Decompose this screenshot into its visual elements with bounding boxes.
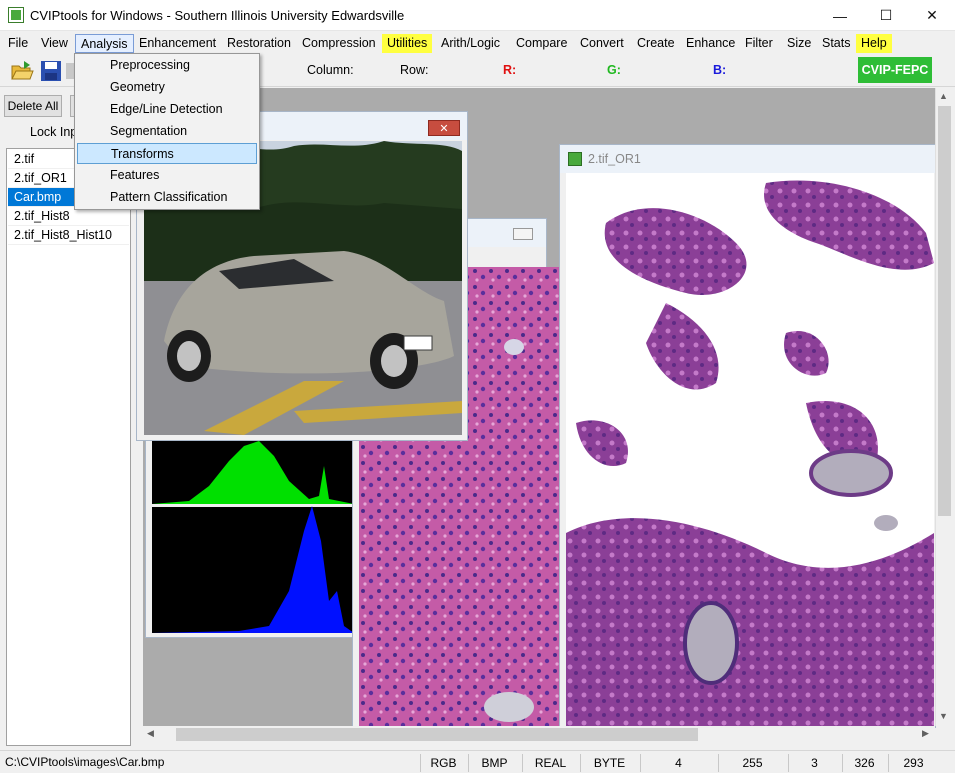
scroll-left-icon[interactable]: ◀ [147, 728, 154, 739]
menu-view[interactable]: View [36, 34, 73, 53]
menu-compression[interactable]: Compression [297, 34, 381, 53]
status-value-4: 326 [842, 754, 886, 772]
save-icon[interactable] [39, 59, 63, 83]
status-value-3: 3 [788, 754, 840, 772]
or1-image [566, 173, 934, 728]
scroll-right-icon[interactable]: ▶ [922, 728, 929, 739]
horizontal-scroll-thumb[interactable] [176, 728, 698, 741]
histogram-window[interactable] [145, 440, 355, 638]
menu-utilities[interactable]: Utilities [382, 34, 432, 53]
menu-convert[interactable]: Convert [575, 34, 629, 53]
title-bar: CVIPtools for Windows - Southern Illinoi… [0, 0, 955, 31]
minimize-button[interactable]: — [817, 0, 863, 31]
menu-enhancement[interactable]: Enhancement [134, 34, 221, 53]
or1-window-titlebar[interactable]: 2.tif_OR1 [560, 145, 935, 173]
menu-analysis[interactable]: Analysis [75, 34, 134, 53]
status-path: C:\CVIPtools\images\Car.bmp [5, 755, 164, 769]
scroll-down-icon[interactable]: ▼ [939, 711, 948, 721]
status-format: BMP [468, 754, 520, 772]
vertical-scrollbar[interactable]: ▲ ▼ [935, 88, 952, 726]
window-title: CVIPtools for Windows - Southern Illinoi… [30, 8, 404, 23]
tif-collapse-button[interactable] [513, 228, 533, 240]
menu-file[interactable]: File [3, 34, 33, 53]
menu-restoration[interactable]: Restoration [222, 34, 296, 53]
status-data-type: REAL [522, 754, 578, 772]
menu-item-preprocessing[interactable]: Preprocessing [77, 55, 257, 76]
or1-window-title: 2.tif_OR1 [588, 152, 641, 166]
or1-window[interactable]: 2.tif_OR1 [559, 144, 936, 728]
car-window-close-button[interactable]: ✕ [428, 120, 460, 136]
app-icon [8, 7, 24, 23]
image-list[interactable]: 2.tif 2.tif_OR1 Car.bmp 2.tif_Hist8 2.ti… [6, 148, 131, 746]
menu-filter[interactable]: Filter [740, 34, 778, 53]
menu-item-features[interactable]: Features [77, 165, 257, 186]
horizontal-scrollbar[interactable]: ◀ ▶ [143, 726, 935, 743]
menu-item-edge-line-detection[interactable]: Edge/Line Detection [77, 99, 257, 120]
maximize-button[interactable]: ☐ [863, 0, 909, 31]
menu-stats[interactable]: Stats [817, 34, 856, 53]
menu-bar: File View Analysis Enhancement Restorati… [0, 31, 955, 55]
column-label: Column: [307, 63, 354, 77]
row-label: Row: [400, 63, 428, 77]
menu-help[interactable]: Help [856, 34, 892, 53]
menu-compare[interactable]: Compare [511, 34, 572, 53]
status-value-2: 255 [718, 754, 786, 772]
menu-arith-logic[interactable]: Arith/Logic [436, 34, 505, 53]
close-button[interactable]: ✕ [909, 0, 955, 31]
delete-all-button[interactable]: Delete All [4, 95, 62, 117]
menu-item-pattern-classification[interactable]: Pattern Classification [77, 187, 257, 208]
menu-size[interactable]: Size [782, 34, 816, 53]
menu-item-geometry[interactable]: Geometry [77, 77, 257, 98]
tool-icon-partial[interactable] [66, 59, 74, 83]
status-value-1: 4 [640, 754, 716, 772]
status-color-space: RGB [420, 754, 466, 772]
status-data-format: BYTE [580, 754, 638, 772]
menu-item-transforms[interactable]: Transforms [77, 143, 257, 164]
menu-enhance[interactable]: Enhance [681, 34, 740, 53]
status-value-5: 293 [888, 754, 938, 772]
list-item[interactable]: 2.tif_Hist8_Hist10 [8, 226, 129, 245]
scroll-up-icon[interactable]: ▲ [939, 91, 948, 101]
vertical-scroll-thumb[interactable] [938, 106, 951, 516]
menu-item-segmentation[interactable]: Segmentation [77, 121, 257, 142]
menu-create[interactable]: Create [632, 34, 680, 53]
cvip-fepc-button[interactable]: CVIP-FEPC [858, 57, 932, 83]
r-label: R: [503, 63, 516, 77]
or1-window-icon [568, 152, 582, 166]
b-label: B: [713, 63, 726, 77]
g-label: G: [607, 63, 621, 77]
histogram-image [149, 441, 357, 637]
open-folder-icon[interactable] [10, 59, 34, 83]
status-bar: C:\CVIPtools\images\Car.bmp RGB BMP REAL… [0, 750, 955, 773]
analysis-menu: Preprocessing Geometry Edge/Line Detecti… [74, 53, 260, 210]
